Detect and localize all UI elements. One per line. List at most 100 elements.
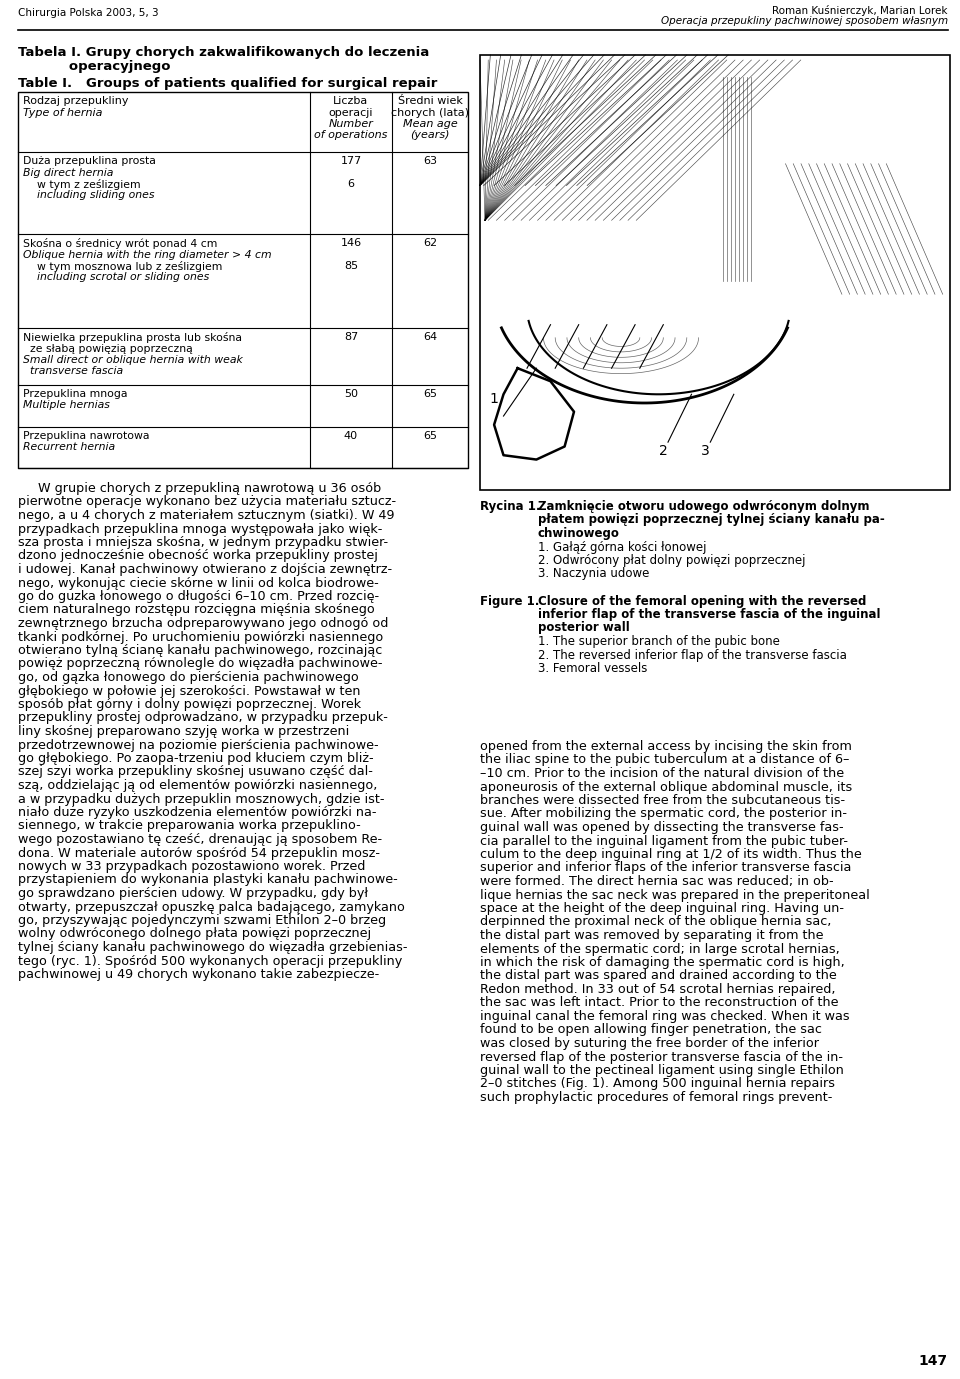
Text: dona. W materiale autorów spośród 54 przepuklin mosz-: dona. W materiale autorów spośród 54 prz…: [18, 847, 380, 859]
Text: nego, a u 4 chorych z materiałem sztucznym (siatki). W 49: nego, a u 4 chorych z materiałem sztuczn…: [18, 509, 395, 523]
Text: 1. The superior branch of the pubic bone: 1. The superior branch of the pubic bone: [538, 634, 780, 648]
Text: Table I.   Groups of patients qualified for surgical repair: Table I. Groups of patients qualified fo…: [18, 77, 438, 90]
Text: Number: Number: [328, 119, 373, 130]
Text: derpinned the proximal neck of the oblique hernia sac,: derpinned the proximal neck of the obliq…: [480, 916, 831, 928]
Text: 2: 2: [659, 444, 667, 458]
Text: szą, oddzielając ją od elementów powiórzki nasiennego,: szą, oddzielając ją od elementów powiórz…: [18, 779, 377, 792]
Text: go głębokiego. Po zaopa-trzeniu pod kłuciem czym bliż-: go głębokiego. Po zaopa-trzeniu pod kłuc…: [18, 752, 373, 765]
Text: cia parallel to the inguinal ligament from the pubic tuber-: cia parallel to the inguinal ligament fr…: [480, 834, 848, 848]
Text: 3: 3: [701, 444, 709, 458]
Text: przystapieniem do wykonania plastyki kanału pachwinowe-: przystapieniem do wykonania plastyki kan…: [18, 873, 397, 887]
Text: chorych (lata): chorych (lata): [391, 108, 469, 117]
Text: in which the risk of damaging the spermatic cord is high,: in which the risk of damaging the sperma…: [480, 956, 845, 969]
Text: 63: 63: [423, 156, 437, 165]
Text: Duża przepuklina prosta: Duża przepuklina prosta: [23, 156, 156, 165]
Text: found to be open allowing finger penetration, the sac: found to be open allowing finger penetra…: [480, 1023, 822, 1037]
Text: Rodzaj przepukliny: Rodzaj przepukliny: [23, 97, 129, 106]
Text: 146: 146: [341, 239, 362, 248]
Text: 177: 177: [341, 156, 362, 165]
Text: including scrotal or sliding ones: including scrotal or sliding ones: [23, 273, 209, 283]
Text: nego, wykonując ciecie skórne w linii od kolca biodrowe-: nego, wykonując ciecie skórne w linii od…: [18, 576, 379, 589]
Text: Skośna o średnicy wrót ponad 4 cm: Skośna o średnicy wrót ponad 4 cm: [23, 239, 217, 250]
Text: was closed by suturing the free border of the inferior: was closed by suturing the free border o…: [480, 1037, 819, 1049]
Text: ze słabą powięzią poprzeczną: ze słabą powięzią poprzeczną: [23, 343, 193, 353]
Text: 1. Gałąź górna kości łonowej: 1. Gałąź górna kości łonowej: [538, 541, 707, 553]
Text: pierwotne operacje wykonano bez użycia materiału sztucz-: pierwotne operacje wykonano bez użycia m…: [18, 495, 396, 509]
Text: tego (ryc. 1). Spośród 500 wykonanych operacji przepukliny: tego (ryc. 1). Spośród 500 wykonanych op…: [18, 954, 402, 968]
Text: płatem powięzi poprzecznej tylnej ściany kanału pa-: płatem powięzi poprzecznej tylnej ściany…: [538, 513, 885, 527]
Text: sposób płat górny i dolny powięzi poprzecznej. Worek: sposób płat górny i dolny powięzi poprze…: [18, 698, 361, 712]
Bar: [480, 55, 950, 490]
Text: Oblique hernia with the ring diameter > 4 cm: Oblique hernia with the ring diameter > …: [23, 250, 272, 259]
Text: opened from the external access by incising the skin from: opened from the external access by incis…: [480, 741, 852, 753]
Text: w tym z ześlizgiem: w tym z ześlizgiem: [23, 179, 140, 190]
Text: 64: 64: [423, 332, 437, 342]
Text: wego pozostawiano tę cześć, drenaując ją sposobem Re-: wego pozostawiano tę cześć, drenaując ją…: [18, 833, 382, 845]
Text: go do guzka łonowego o długości 6–10 cm. Przed rozcię-: go do guzka łonowego o długości 6–10 cm.…: [18, 590, 379, 603]
Text: posterior wall: posterior wall: [538, 622, 630, 634]
Text: Roman Kuśnierczyk, Marian Lorek: Roman Kuśnierczyk, Marian Lorek: [773, 6, 948, 17]
Text: the distal part was spared and drained according to the: the distal part was spared and drained a…: [480, 969, 837, 982]
Text: Redon method. In 33 out of 54 scrotal hernias repaired,: Redon method. In 33 out of 54 scrotal he…: [480, 983, 835, 996]
Text: operacyjnego: operacyjnego: [18, 61, 171, 73]
Text: 50: 50: [344, 389, 358, 399]
Text: guinal wall to the pectineal ligament using single Ethilon: guinal wall to the pectineal ligament us…: [480, 1065, 844, 1077]
Text: go, przyszywając pojedynczymi szwami Ethilon 2–0 brzeg: go, przyszywając pojedynczymi szwami Eth…: [18, 914, 386, 927]
Text: Średni wiek: Średni wiek: [397, 97, 463, 106]
Text: niało duże ryzyko uszkodzenia elementów powiórzki na-: niało duże ryzyko uszkodzenia elementów …: [18, 805, 376, 819]
Text: otwierano tylną ścianę kanału pachwinowego, rozcinając: otwierano tylną ścianę kanału pachwinowe…: [18, 644, 382, 656]
Text: otwarty, przepuszczał opuszkę palca badającego, zamykano: otwarty, przepuszczał opuszkę palca bada…: [18, 900, 405, 913]
Text: of operations: of operations: [314, 131, 388, 141]
Text: go, od gązka łonowego do pierścienia pachwinowego: go, od gązka łonowego do pierścienia pac…: [18, 672, 359, 684]
Text: i udowej. Kanał pachwinowy otwierano z dojścia zewnętrz-: i udowej. Kanał pachwinowy otwierano z d…: [18, 563, 392, 576]
Text: aponeurosis of the external oblique abdominal muscle, its: aponeurosis of the external oblique abdo…: [480, 781, 852, 793]
Text: operacji: operacji: [328, 108, 373, 117]
Text: 147: 147: [919, 1354, 948, 1368]
Text: culum to the deep inguinal ring at 1/2 of its width. Thus the: culum to the deep inguinal ring at 1/2 o…: [480, 848, 862, 860]
Text: wolny odwróconego dolnego płata powięzi poprzecznej: wolny odwróconego dolnego płata powięzi …: [18, 928, 372, 940]
Text: Small direct or oblique hernia with weak: Small direct or oblique hernia with weak: [23, 354, 243, 365]
Text: siennego, w trakcie preparowania worka przepuklino-: siennego, w trakcie preparowania worka p…: [18, 819, 361, 833]
Text: Przepuklina nawrotowa: Przepuklina nawrotowa: [23, 432, 150, 441]
Text: Niewielka przepuklina prosta lub skośna: Niewielka przepuklina prosta lub skośna: [23, 332, 242, 343]
Text: Figure 1.: Figure 1.: [480, 594, 540, 608]
Text: 2. The reversed inferior flap of the transverse fascia: 2. The reversed inferior flap of the tra…: [538, 648, 847, 662]
Text: 87: 87: [344, 332, 358, 342]
Text: Tabela I. Grupy chorych zakwalifikowanych do leczenia: Tabela I. Grupy chorych zakwalifikowanyc…: [18, 46, 429, 59]
Text: ciem naturalnego rozstępu rozcięgna mięśnia skośnego: ciem naturalnego rozstępu rozcięgna mięś…: [18, 604, 374, 616]
Text: space at the height of the deep inguinal ring. Having un-: space at the height of the deep inguinal…: [480, 902, 844, 916]
Text: W grupie chorych z przepukliną nawrotową u 36 osób: W grupie chorych z przepukliną nawrotową…: [18, 483, 381, 495]
Text: dzono jednocześnie obecność worka przepukliny prostej: dzono jednocześnie obecność worka przepu…: [18, 549, 378, 563]
Text: przypadkach przepuklina mnoga występowała jako więk-: przypadkach przepuklina mnoga występował…: [18, 523, 382, 535]
Text: the sac was left intact. Prior to the reconstruction of the: the sac was left intact. Prior to the re…: [480, 997, 838, 1009]
Text: 2–0 stitches (Fig. 1). Among 500 inguinal hernia repairs: 2–0 stitches (Fig. 1). Among 500 inguina…: [480, 1077, 835, 1091]
Text: go sprawdzano pierścien udowy. W przypadku, gdy był: go sprawdzano pierścien udowy. W przypad…: [18, 887, 368, 900]
Text: 2. Odwrócony płat dolny powięzi poprzecznej: 2. Odwrócony płat dolny powięzi poprzecz…: [538, 554, 805, 567]
Text: Big direct hernia: Big direct hernia: [23, 167, 113, 178]
Text: Mean age: Mean age: [402, 119, 457, 130]
Text: tkanki podkórnej. Po uruchomieniu powiórzki nasiennego: tkanki podkórnej. Po uruchomieniu powiór…: [18, 630, 383, 644]
Text: Zamknięcie otworu udowego odwróconym dolnym: Zamknięcie otworu udowego odwróconym dol…: [538, 501, 870, 513]
Text: Recurrent hernia: Recurrent hernia: [23, 443, 115, 452]
Text: szej szyi worka przepukliny skośnej usuwano część dal-: szej szyi worka przepukliny skośnej usuw…: [18, 765, 372, 779]
Text: the iliac spine to the pubic tuberculum at a distance of 6–: the iliac spine to the pubic tuberculum …: [480, 753, 850, 767]
Text: were formed. The direct hernia sac was reduced; in ob-: were formed. The direct hernia sac was r…: [480, 876, 833, 888]
Text: Closure of the femoral opening with the reversed: Closure of the femoral opening with the …: [538, 594, 866, 608]
Text: such prophylactic procedures of femoral rings prevent-: such prophylactic procedures of femoral …: [480, 1091, 832, 1105]
Bar: [18, 92, 468, 467]
Text: Liczba: Liczba: [333, 97, 369, 106]
Text: nowych w 33 przypadkach pozostawiono worek. Przed: nowych w 33 przypadkach pozostawiono wor…: [18, 860, 366, 873]
Text: pachwinowej u 49 chorych wykonano takie zabezpiecze-: pachwinowej u 49 chorych wykonano takie …: [18, 968, 379, 980]
Text: Przepuklina mnoga: Przepuklina mnoga: [23, 389, 128, 399]
Text: 62: 62: [423, 239, 437, 248]
Text: guinal wall was opened by dissecting the transverse fas-: guinal wall was opened by dissecting the…: [480, 821, 844, 834]
Text: 3. Femoral vessels: 3. Femoral vessels: [538, 662, 647, 674]
Text: elements of the spermatic cord; in large scrotal hernias,: elements of the spermatic cord; in large…: [480, 942, 840, 956]
Text: 40: 40: [344, 432, 358, 441]
Text: Multiple hernias: Multiple hernias: [23, 400, 109, 411]
Text: przedotrzewnowej na poziomie pierścienia pachwinowe-: przedotrzewnowej na poziomie pierścienia…: [18, 739, 378, 752]
Text: tylnej ściany kanału pachwinowego do więzadła grzebienias-: tylnej ściany kanału pachwinowego do wię…: [18, 940, 407, 954]
Text: przepukliny prostej odprowadzano, w przypadku przepuk-: przepukliny prostej odprowadzano, w przy…: [18, 712, 388, 724]
Text: (years): (years): [410, 131, 449, 141]
Text: 65: 65: [423, 432, 437, 441]
